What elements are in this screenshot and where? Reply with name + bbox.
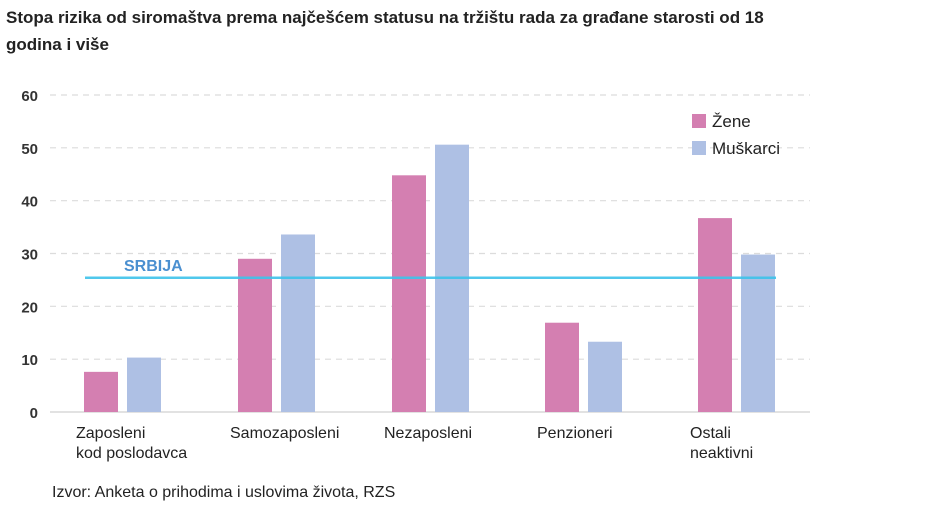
y-tick-label: 60 bbox=[21, 88, 38, 105]
legend-swatch bbox=[692, 114, 706, 128]
x-tick-label: Nezaposleni bbox=[384, 425, 472, 442]
chart-title: Stopa rizika od siromaštva prema najčešć… bbox=[6, 8, 764, 54]
x-tick-label: neaktivni bbox=[690, 445, 753, 462]
reference-label: SRBIJA bbox=[124, 258, 183, 275]
x-tick-label: Ostali bbox=[690, 425, 731, 442]
bar-muskarci bbox=[741, 254, 775, 412]
x-tick-label: kod poslodavca bbox=[76, 445, 187, 462]
x-tick-label: Zaposleni bbox=[76, 425, 145, 442]
source-note: Izvor: Anketa o prihodima i uslovima živ… bbox=[52, 484, 396, 501]
bar-zene bbox=[238, 258, 272, 412]
legend-label: Žene bbox=[712, 112, 751, 131]
bar-muskarci bbox=[588, 341, 622, 412]
y-tick-label: 20 bbox=[21, 299, 38, 316]
bar-muskarci bbox=[127, 357, 161, 412]
x-tick-label: Samozaposleni bbox=[230, 425, 339, 442]
x-tick-label: Penzioneri bbox=[537, 425, 613, 442]
bar-zene bbox=[392, 175, 426, 412]
bar-zene bbox=[698, 218, 732, 412]
bar-muskarci bbox=[281, 234, 315, 412]
y-tick-label: 50 bbox=[21, 141, 38, 158]
y-tick-label: 0 bbox=[30, 405, 38, 422]
bar-zene bbox=[545, 322, 579, 412]
y-tick-label: 30 bbox=[21, 247, 38, 264]
y-tick-label: 40 bbox=[21, 194, 38, 211]
legend-swatch bbox=[692, 141, 706, 155]
legend-label: Muškarci bbox=[712, 139, 780, 158]
bar-zene bbox=[84, 371, 118, 412]
y-tick-label: 10 bbox=[21, 352, 38, 369]
